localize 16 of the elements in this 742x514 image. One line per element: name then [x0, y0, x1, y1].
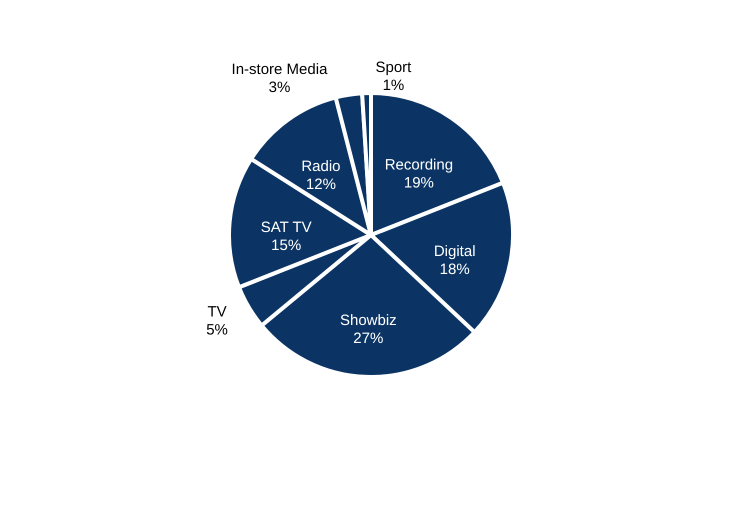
data-label: 27% [353, 330, 384, 348]
data-label: 3% [268, 79, 290, 96]
data-label: 19% [404, 174, 434, 192]
slice-label: Digital [434, 242, 476, 260]
data-label: 5% [206, 321, 228, 338]
slice-label: In-store Media [232, 61, 328, 78]
data-label: 18% [440, 260, 470, 278]
slice-label: Radio [301, 158, 341, 176]
data-label: 15% [271, 236, 302, 254]
data-label: 1% [382, 77, 404, 94]
slice-label: Showbiz [340, 312, 397, 330]
slice-label: TV [207, 303, 227, 320]
data-label: 12% [306, 176, 336, 194]
slice-label: SAT TV [260, 218, 312, 236]
slice-label: Sport [375, 59, 412, 76]
slice-label: Recording [384, 156, 454, 174]
